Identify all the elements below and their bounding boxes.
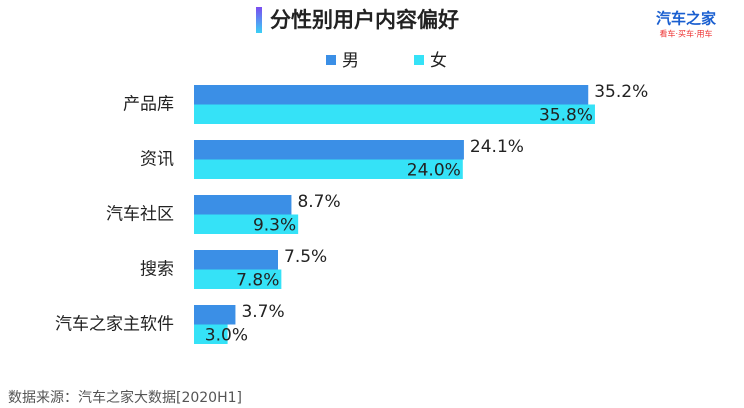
- bar: [194, 214, 299, 234]
- bar: [194, 104, 595, 124]
- bar: [194, 159, 463, 179]
- chart-title: 分性别用户内容偏好: [270, 8, 459, 32]
- value-label: 24.0%: [407, 160, 461, 180]
- bar: [194, 140, 464, 160]
- bar: [194, 195, 292, 215]
- legend-label: 女: [430, 51, 447, 71]
- value-label: 9.3%: [253, 215, 296, 235]
- legend-label: 男: [342, 51, 359, 71]
- legend-swatch: [414, 55, 424, 65]
- value-label: 35.8%: [539, 105, 593, 125]
- bar: [194, 324, 228, 344]
- y-tick-label: 资讯: [140, 150, 174, 170]
- source-note: 数据来源：汽车之家大数据[2020H1]: [8, 389, 242, 404]
- logo-slogan: 看车·买车·用车: [659, 29, 712, 39]
- y-tick-label: 汽车之家主软件: [55, 315, 174, 335]
- logo-name: 汽车之家: [656, 10, 716, 28]
- bar: [194, 250, 278, 270]
- title-marker: [256, 7, 262, 33]
- bar: [194, 305, 236, 325]
- value-label: 8.7%: [297, 192, 340, 212]
- y-tick-label: 产品库: [123, 95, 174, 115]
- value-label: 35.2%: [594, 82, 648, 102]
- value-label: 7.8%: [236, 270, 279, 290]
- value-label: 3.7%: [241, 302, 284, 322]
- value-label: 24.1%: [470, 137, 524, 157]
- bar: [194, 85, 589, 105]
- bar: [194, 269, 282, 289]
- value-label: 7.5%: [284, 247, 327, 267]
- legend-swatch: [326, 55, 336, 65]
- y-tick-label: 汽车社区: [106, 205, 174, 225]
- y-tick-label: 搜索: [140, 260, 174, 280]
- value-label: 3.0%: [205, 325, 248, 345]
